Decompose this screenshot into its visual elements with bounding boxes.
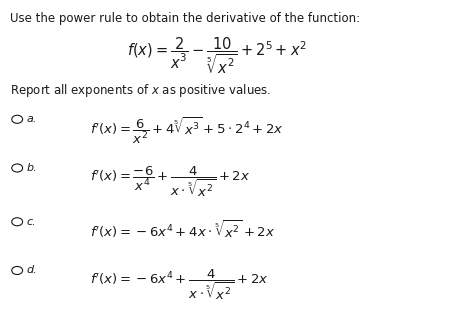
Text: b.: b. xyxy=(26,163,37,173)
Text: $f'(x) = -6x^4 + 4x \cdot \sqrt[5]{x^2} + 2x$: $f'(x) = -6x^4 + 4x \cdot \sqrt[5]{x^2} … xyxy=(90,218,275,240)
Text: d.: d. xyxy=(26,265,37,276)
Text: $f(x) = \dfrac{2}{x^3} - \dfrac{10}{\sqrt[5]{x^2}} + 2^5 + x^2$: $f(x) = \dfrac{2}{x^3} - \dfrac{10}{\sqr… xyxy=(126,35,306,76)
Text: $f'(x) = \dfrac{-6}{x^4} + \dfrac{4}{x \cdot \sqrt[5]{x^2}} + 2x$: $f'(x) = \dfrac{-6}{x^4} + \dfrac{4}{x \… xyxy=(90,165,250,199)
Text: Use the power rule to obtain the derivative of the function:: Use the power rule to obtain the derivat… xyxy=(10,12,359,25)
Text: c.: c. xyxy=(26,217,36,227)
Text: $f'(x) = -6x^4 + \dfrac{4}{x \cdot \sqrt[5]{x^2}} + 2x$: $f'(x) = -6x^4 + \dfrac{4}{x \cdot \sqrt… xyxy=(90,267,268,301)
Text: a.: a. xyxy=(26,114,37,124)
Text: $f'(x) = \dfrac{6}{x^2} + 4\sqrt[5]{x^3} + 5 \cdot 2^4 + 2x$: $f'(x) = \dfrac{6}{x^2} + 4\sqrt[5]{x^3}… xyxy=(90,116,284,146)
Text: Report all exponents of $x$ as positive values.: Report all exponents of $x$ as positive … xyxy=(10,82,271,99)
